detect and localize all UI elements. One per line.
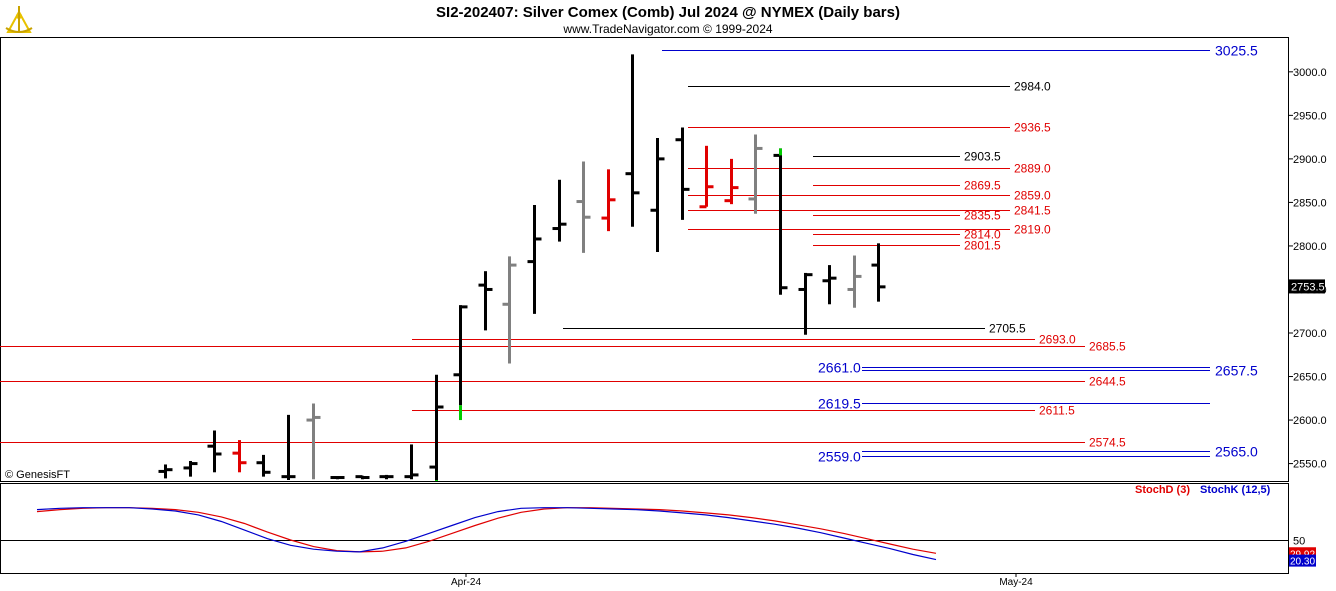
ohlc-bar	[748, 134, 763, 214]
genesis-watermark: © GenesisFT	[5, 469, 70, 481]
trade-navigator-logo	[5, 6, 33, 33]
ohlc-bar	[330, 476, 345, 480]
price-tick-label: 3000.0	[1293, 67, 1327, 79]
legend-stochd: StochD (3)	[1135, 484, 1190, 496]
price-tick-label: 2800.0	[1293, 241, 1327, 253]
ohlc-bar	[675, 127, 690, 220]
ohlc-bar	[281, 414, 296, 480]
level-label: 2841.5	[1014, 204, 1051, 218]
ohlc-bar	[724, 158, 739, 205]
stoch-panel-frame	[0, 483, 1289, 574]
level-label: 2936.5	[1014, 121, 1051, 135]
time-tick-label: Apr-24	[451, 577, 481, 588]
last-price-box	[1289, 279, 1325, 294]
stoch-gridline-label: 50	[1293, 536, 1305, 548]
level-label: 2559.0	[818, 449, 861, 465]
ohlc-bar	[429, 374, 444, 480]
level-label: 2984.0	[1014, 80, 1051, 94]
chart-subtitle: www.TradeNavigator.com © 1999-2024	[562, 22, 772, 36]
ohlc-bar	[798, 272, 813, 335]
time-axis: Apr-24 May-24	[451, 573, 1033, 588]
ohlc-bar	[527, 205, 542, 314]
ohlc-bar	[773, 148, 788, 295]
level-label: 2801.5	[964, 239, 1001, 253]
stochk-value: 20.30	[1290, 557, 1315, 568]
level-label: 2819.0	[1014, 223, 1051, 237]
level-label: 2889.0	[1014, 162, 1051, 176]
ohlc-bar	[502, 256, 517, 364]
level-label: 3025.5	[1215, 43, 1258, 59]
level-label: 2705.5	[989, 322, 1026, 336]
ohlc-bar	[576, 161, 591, 253]
price-panel-frame	[0, 37, 1289, 482]
ohlc-bar	[158, 464, 173, 479]
ohlc-bar	[207, 430, 222, 473]
price-tick-label: 2900.0	[1293, 154, 1327, 166]
ohlc-bar	[404, 444, 419, 480]
level-label: 2565.0	[1215, 444, 1258, 460]
time-tick-label: May-24	[999, 577, 1033, 588]
chart-frames	[0, 37, 1289, 574]
level-label: 2814.0	[964, 228, 1001, 242]
support-resistance-levels: 3025.5 2984.0 2936.5 2903.5 2889.0 2869.5 2859…	[0, 43, 1258, 465]
last-price-label: 2753.5	[1291, 281, 1325, 293]
level-label: 2574.5	[1089, 436, 1126, 450]
price-tick-label: 2950.0	[1293, 110, 1327, 122]
ohlc-bar	[379, 474, 394, 480]
ohlc-bar	[552, 179, 567, 242]
ohlc-bar	[601, 169, 616, 232]
level-label: 2859.0	[1014, 189, 1051, 203]
price-tick-label: 2550.0	[1293, 459, 1327, 471]
ohlc-bar	[306, 403, 321, 480]
ohlc-bar	[822, 265, 837, 305]
ohlc-bar	[699, 145, 714, 209]
level-label: 2611.5	[1039, 404, 1075, 418]
stochk-value-box	[1289, 554, 1316, 567]
ohlc-bar	[625, 54, 640, 227]
price-tick-label: 2850.0	[1293, 197, 1327, 209]
ohlc-bar	[478, 271, 493, 331]
ohlc-bar	[847, 255, 862, 308]
ohlc-bar	[453, 305, 468, 406]
price-bars	[158, 54, 886, 481]
level-label: 2644.5	[1089, 375, 1126, 389]
ohlc-bar	[256, 454, 271, 477]
price-tick-label: 2650.0	[1293, 372, 1327, 384]
ohlc-bar	[871, 243, 886, 302]
stochk-line	[36, 507, 937, 561]
chart-title: SI2-202407: Silver Comex (Comb) Jul 2024…	[436, 4, 900, 21]
ohlc-bar	[355, 475, 370, 480]
level-label: 2661.0	[818, 360, 861, 376]
level-label: 2657.5	[1215, 363, 1258, 379]
stochd-line	[36, 507, 937, 554]
price-axis: 3000.02950.02900.02850.02800.02750.02700…	[1288, 67, 1327, 471]
price-tick-label: 2600.0	[1293, 415, 1327, 427]
ohlc-bar	[183, 460, 198, 477]
level-label: 2869.5	[964, 179, 1001, 193]
level-label: 2835.5	[964, 209, 1001, 223]
price-tick-label: 2700.0	[1293, 328, 1327, 340]
level-label: 2685.5	[1089, 340, 1126, 354]
level-label: 2619.5	[818, 396, 861, 412]
ohlc-bar	[650, 137, 665, 253]
ohlc-bar	[232, 440, 247, 473]
legend-stochk: StochK (12,5)	[1200, 484, 1271, 496]
level-label: 2693.0	[1039, 333, 1076, 347]
level-label: 2903.5	[964, 150, 1001, 164]
